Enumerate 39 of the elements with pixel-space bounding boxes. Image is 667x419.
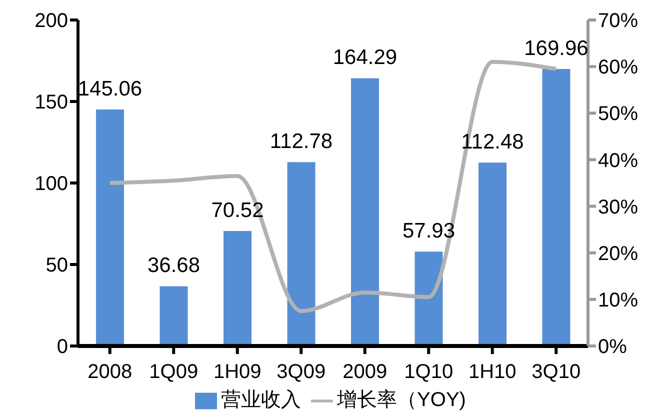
bar bbox=[542, 68, 570, 346]
x-tick-label: 3Q09 bbox=[276, 361, 326, 384]
y2-tick-label: 20% bbox=[598, 242, 638, 265]
y2-tick-label: 50% bbox=[598, 103, 638, 126]
data-label: 112.78 bbox=[270, 130, 333, 154]
x-tick-label: 1Q09 bbox=[149, 361, 198, 384]
data-label: 70.52 bbox=[211, 199, 264, 222]
bar bbox=[224, 231, 252, 346]
y2-tick-label: 10% bbox=[598, 290, 638, 312]
y2-tick-label: 70% bbox=[598, 10, 638, 32]
y2-tick-label: 30% bbox=[598, 196, 638, 218]
legend-label: 营业收入 bbox=[221, 389, 302, 411]
y2-tick-label: 60% bbox=[598, 56, 638, 79]
bar bbox=[287, 162, 316, 346]
legend-label: 增长率（YOY) bbox=[337, 389, 466, 411]
x-tick-label: 3Q10 bbox=[532, 361, 581, 384]
y2-tick-label: 40% bbox=[598, 150, 638, 172]
x-tick-label: 1H09 bbox=[213, 361, 262, 384]
data-label: 57.93 bbox=[402, 220, 456, 243]
bar bbox=[96, 110, 124, 346]
x-tick-label: 2008 bbox=[88, 361, 132, 384]
bar bbox=[414, 252, 443, 346]
data-label: 145.06 bbox=[78, 78, 142, 101]
data-label: 36.68 bbox=[147, 254, 200, 278]
y-tick-label: 50 bbox=[46, 254, 68, 277]
data-label: 112.48 bbox=[461, 130, 524, 154]
bar bbox=[160, 286, 188, 346]
y-tick-label: 150 bbox=[34, 92, 68, 114]
data-label: 164.29 bbox=[332, 46, 398, 70]
bar bbox=[351, 78, 379, 346]
bar bbox=[478, 162, 506, 346]
y-tick-label: 200 bbox=[34, 10, 68, 32]
x-tick-label: 2009 bbox=[342, 361, 388, 384]
x-tick-label: 1Q10 bbox=[404, 361, 454, 384]
y-tick-label: 0 bbox=[56, 336, 68, 358]
x-tick-label: 1H10 bbox=[468, 361, 516, 384]
y-tick-label: 100 bbox=[34, 173, 68, 196]
y2-tick-label: 0% bbox=[598, 336, 628, 358]
data-label: 169.96 bbox=[524, 36, 588, 60]
